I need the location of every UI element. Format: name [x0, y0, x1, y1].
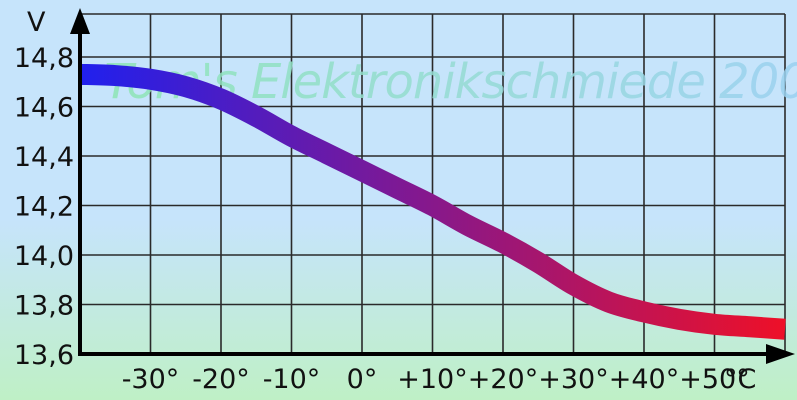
- x-tick-label: 0°: [347, 364, 378, 395]
- y-tick-label: 14,4: [14, 142, 74, 173]
- axes: [70, 8, 795, 364]
- x-tick-label: -20°: [192, 364, 250, 395]
- x-tick-label: +10°: [397, 364, 467, 395]
- y-tick-label: 13,6: [14, 340, 74, 371]
- y-tick-label: 14,2: [14, 192, 74, 223]
- series-line: [79, 63, 786, 340]
- x-axis-unit-label: °C: [724, 364, 756, 395]
- x-tick-label: +30°: [538, 364, 608, 395]
- y-tick-label: 14,6: [14, 93, 74, 124]
- x-tick-labels: -30° -20° -10° 0° +10° +20° +30° +40° +50°: [122, 364, 750, 395]
- y-axis-unit-label: V: [27, 7, 46, 38]
- x-tick-label: +20°: [468, 364, 538, 395]
- x-tick-label: +50°: [679, 364, 749, 395]
- x-tick-label: +40°: [609, 364, 679, 395]
- x-axis-arrow: [766, 344, 795, 364]
- y-tick-label: 13,8: [14, 291, 74, 322]
- y-axis-arrow: [70, 8, 90, 34]
- x-tick-label: -30°: [122, 364, 180, 395]
- y-tick-label: 14,0: [14, 241, 74, 272]
- y-tick-labels: 13,6 13,8 14,0 14,2 14,4 14,6 14,8: [14, 43, 74, 371]
- series-layer: [79, 63, 786, 340]
- y-tick-label: 14,8: [14, 43, 74, 74]
- x-tick-label: -10°: [263, 364, 321, 395]
